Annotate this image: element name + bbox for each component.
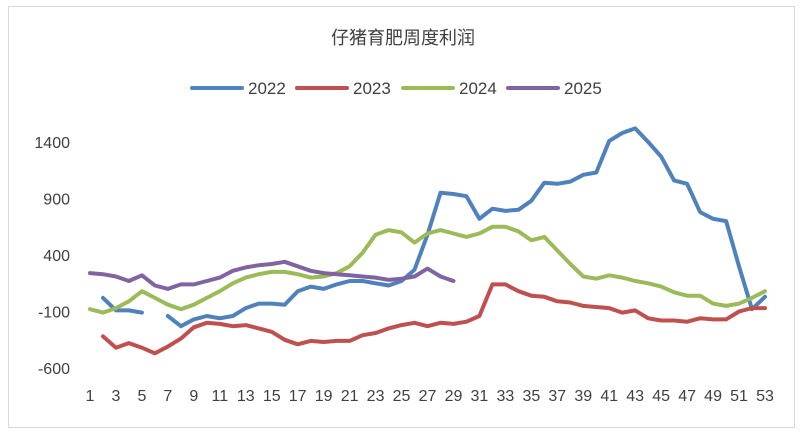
- x-axis-ticks: 1 3 5 7 9 11 13 15 17 19 21 23 25 27 29 31 33 35 37 39 41 43 4…: [86, 388, 774, 405]
- series-2022: [101, 126, 767, 329]
- x-tick-label: 7: [163, 388, 172, 405]
- legend-item-2023: 2023: [295, 79, 391, 98]
- legend-label: 2024: [459, 79, 497, 98]
- x-tick-label: 3: [112, 388, 121, 405]
- series-line-2024: [88, 224, 767, 315]
- x-tick-label: 29: [445, 388, 463, 405]
- legend-item-2024: 2024: [401, 79, 497, 98]
- x-tick-label: 15: [263, 388, 281, 405]
- legend-label: 2025: [564, 79, 602, 98]
- x-tick-label: 9: [189, 388, 198, 405]
- legend-label: 2023: [353, 79, 391, 98]
- x-tick-label: 39: [574, 388, 592, 405]
- legend-label: 2022: [248, 79, 286, 98]
- x-tick-label: 53: [756, 388, 774, 405]
- series-2023: [101, 282, 767, 356]
- x-tick-label: 11: [212, 388, 229, 405]
- legend: 2022 2023 2024 2025: [190, 79, 602, 98]
- x-tick-label: 21: [341, 388, 359, 405]
- y-tick-label: 1400: [34, 135, 70, 152]
- x-tick-label: 47: [678, 388, 696, 405]
- x-tick-label: 51: [730, 388, 748, 405]
- chart-frame: [8, 6, 795, 428]
- legend-item-2025: 2025: [506, 79, 602, 98]
- x-tick-label: 49: [704, 388, 722, 405]
- x-tick-label: 41: [600, 388, 618, 405]
- y-axis-ticks: 1400 900 400 -100 -600: [34, 135, 70, 378]
- x-tick-label: 27: [419, 388, 437, 405]
- x-tick-label: 33: [496, 388, 514, 405]
- y-tick-label: -600: [38, 361, 70, 378]
- y-tick-label: 400: [43, 248, 70, 265]
- series-line-2023: [101, 282, 767, 356]
- x-tick-label: 43: [626, 388, 644, 405]
- x-tick-label: 1: [86, 388, 95, 405]
- x-tick-label: 23: [367, 388, 385, 405]
- y-tick-label: 900: [43, 192, 70, 209]
- series-2024: [88, 224, 767, 315]
- series-line-2025: [88, 259, 456, 291]
- x-tick-label: 45: [652, 388, 670, 405]
- x-tick-label: 5: [137, 388, 146, 405]
- series-layer: [88, 126, 767, 356]
- x-tick-label: 37: [548, 388, 566, 405]
- chart-title: 仔猪育肥周度利润: [331, 28, 475, 49]
- x-tick-label: 35: [522, 388, 540, 405]
- x-tick-label: 25: [393, 388, 411, 405]
- series-line-2022: [165, 126, 767, 329]
- legend-item-2022: 2022: [190, 79, 286, 98]
- y-tick-label: -100: [38, 305, 70, 322]
- x-tick-label: 19: [315, 388, 333, 405]
- x-tick-label: 17: [289, 388, 307, 405]
- series-line-2022: [101, 295, 144, 315]
- series-2025: [88, 259, 456, 291]
- x-tick-label: 13: [237, 388, 255, 405]
- x-tick-label: 31: [471, 388, 489, 405]
